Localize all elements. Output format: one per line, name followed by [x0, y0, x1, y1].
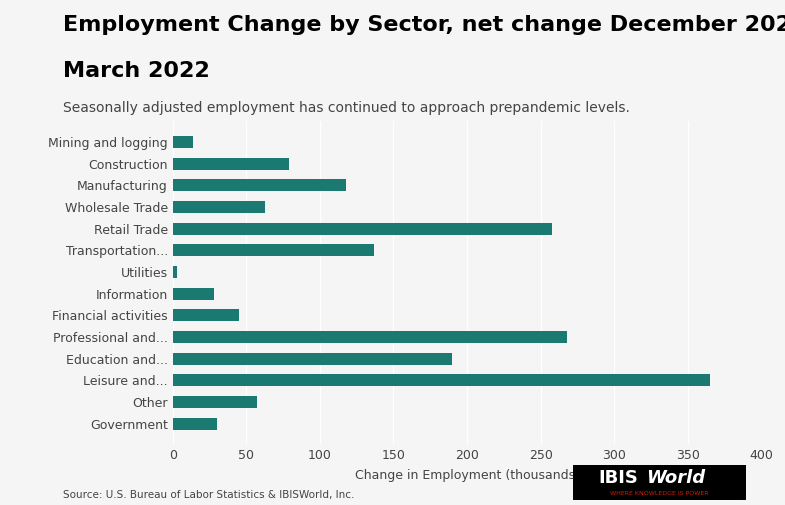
Bar	[173, 310, 239, 321]
Bar	[173, 136, 193, 148]
Bar	[173, 352, 452, 365]
Bar	[173, 288, 214, 299]
Bar	[173, 266, 177, 278]
Text: March 2022: March 2022	[63, 61, 210, 81]
Bar	[173, 396, 257, 408]
Text: WHERE KNOWLEDGE IS POWER: WHERE KNOWLEDGE IS POWER	[610, 491, 709, 496]
Text: Source: U.S. Bureau of Labor Statistics & IBISWorld, Inc.: Source: U.S. Bureau of Labor Statistics …	[63, 490, 354, 500]
Bar	[173, 331, 567, 343]
Bar	[173, 223, 553, 234]
Bar	[173, 244, 374, 256]
Bar	[173, 158, 289, 170]
Bar	[173, 374, 710, 386]
Bar	[173, 418, 217, 430]
Text: Seasonally adjusted employment has continued to approach prepandemic levels.: Seasonally adjusted employment has conti…	[63, 101, 630, 115]
Text: Employment Change by Sector, net change December 2021 to: Employment Change by Sector, net change …	[63, 15, 785, 35]
Bar	[173, 179, 346, 191]
Text: IBIS: IBIS	[599, 469, 639, 487]
Bar	[173, 201, 265, 213]
X-axis label: Change in Employment (thousands): Change in Employment (thousands)	[355, 469, 579, 482]
Text: World: World	[645, 469, 705, 487]
FancyBboxPatch shape	[568, 465, 751, 500]
